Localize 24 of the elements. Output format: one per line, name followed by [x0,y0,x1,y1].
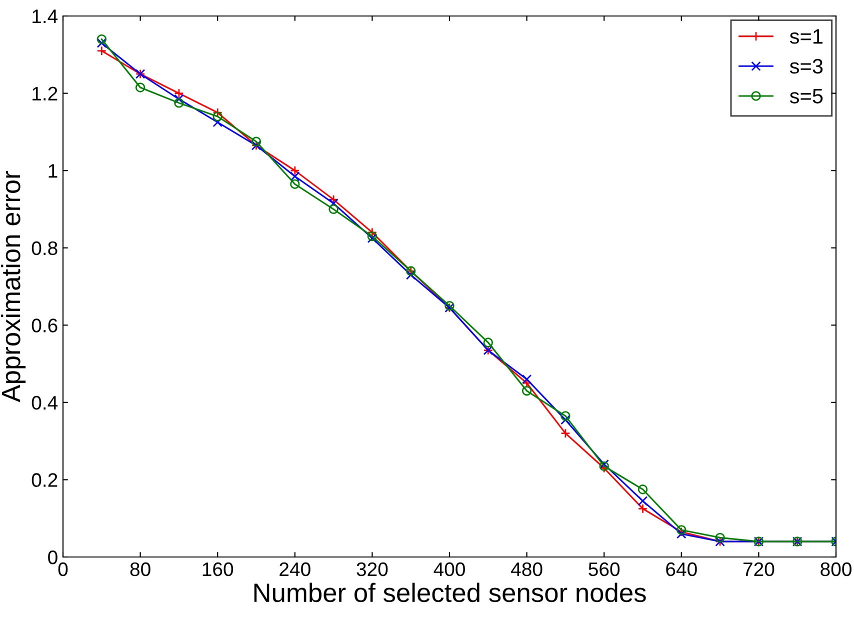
x-tick-label: 720 [743,562,774,576]
y-tick-label: 1 [48,164,58,178]
x-tick-label: 160 [202,562,234,576]
y-tick-label: 0.6 [32,318,58,332]
x-tick-label: 480 [511,562,542,576]
x-tick-label: 0 [58,562,68,576]
x-tick-label: 640 [666,562,697,576]
y-tick-label: 0 [48,550,58,564]
x-axis-title: Number of selected sensor nodes [254,582,646,602]
legend-label: s=1 [790,29,822,44]
y-tick-label: 0.4 [32,396,58,410]
y-tick-label: 1.4 [32,10,58,24]
x-tick-label: 240 [280,562,310,576]
legend-label: s=3 [790,58,823,74]
x-tick-label: 320 [356,562,388,576]
legend-label: s=5 [790,88,823,104]
x-tick-label: 560 [588,562,620,576]
y-tick-label: 1.2 [32,86,58,100]
y-tick-label: 0.2 [32,473,58,487]
y-tick-label: 0.8 [32,241,58,256]
y-axis-title: Approximation error [0,171,26,402]
x-tick-label: 80 [130,562,150,576]
x-tick-label: 400 [434,562,465,576]
x-tick-label: 800 [820,562,852,576]
